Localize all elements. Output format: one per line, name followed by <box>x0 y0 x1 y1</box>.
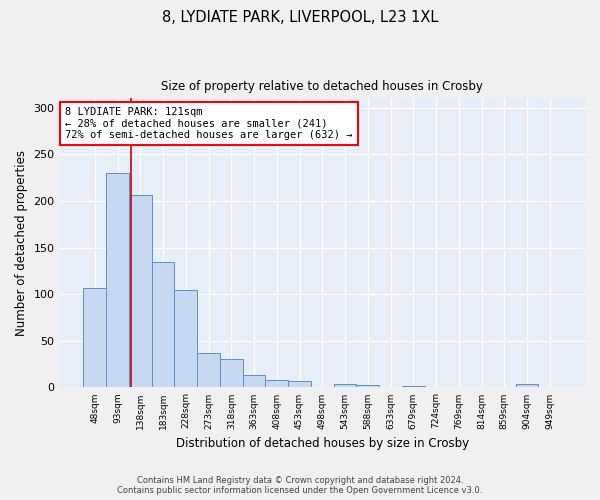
Bar <box>288 381 311 388</box>
Bar <box>83 288 106 388</box>
Bar <box>175 290 197 388</box>
Bar <box>152 262 175 388</box>
Bar <box>129 196 152 388</box>
Bar <box>106 173 129 388</box>
Y-axis label: Number of detached properties: Number of detached properties <box>15 150 28 336</box>
Bar <box>265 380 288 388</box>
Bar <box>356 384 379 388</box>
Bar <box>197 353 220 388</box>
Text: 8, LYDIATE PARK, LIVERPOOL, L23 1XL: 8, LYDIATE PARK, LIVERPOOL, L23 1XL <box>162 10 438 25</box>
Text: 8 LYDIATE PARK: 121sqm
← 28% of detached houses are smaller (241)
72% of semi-de: 8 LYDIATE PARK: 121sqm ← 28% of detached… <box>65 107 352 140</box>
Bar <box>242 376 265 388</box>
Bar <box>402 386 425 388</box>
Text: Contains HM Land Registry data © Crown copyright and database right 2024.
Contai: Contains HM Land Registry data © Crown c… <box>118 476 482 495</box>
Title: Size of property relative to detached houses in Crosby: Size of property relative to detached ho… <box>161 80 483 93</box>
Bar <box>220 360 242 388</box>
Bar <box>334 384 356 388</box>
Bar <box>515 384 538 388</box>
X-axis label: Distribution of detached houses by size in Crosby: Distribution of detached houses by size … <box>176 437 469 450</box>
